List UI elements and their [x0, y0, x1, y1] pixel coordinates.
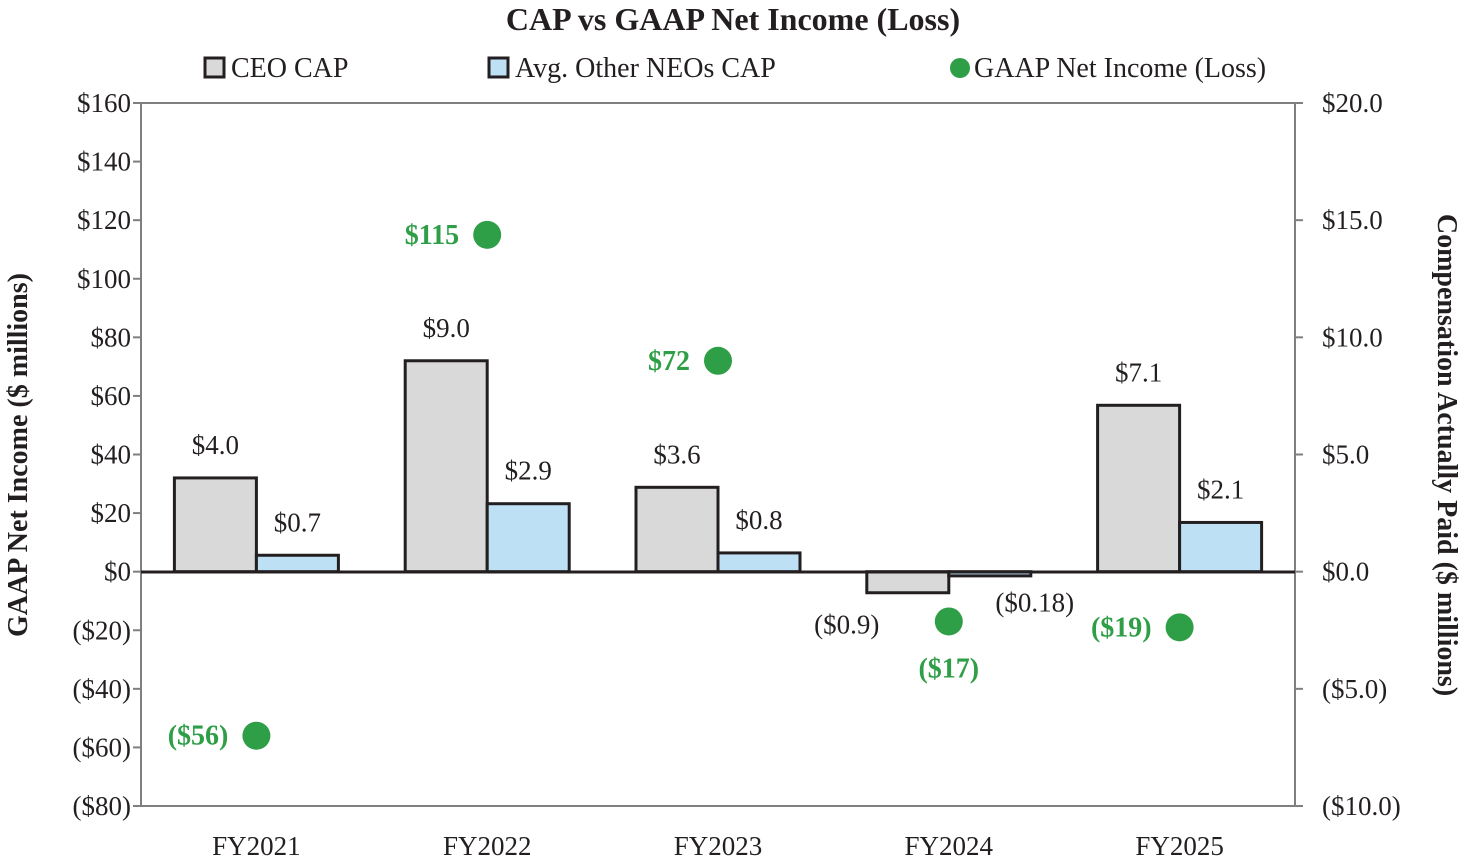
- bar-label-ceo-cap: $9.0: [423, 313, 470, 343]
- x-tick-label: FY2023: [674, 831, 763, 861]
- bars: [172, 359, 1264, 595]
- x-tick-label: FY2021: [212, 831, 301, 861]
- legend-swatch-neo-cap: [487, 56, 510, 79]
- bar-ceo-cap: [634, 485, 720, 574]
- x-tick-label: FY2025: [1135, 831, 1224, 861]
- bar-label-neo-cap: ($0.18): [995, 588, 1074, 618]
- x-tick-label: FY2022: [443, 831, 532, 861]
- point-label-net-income: $115: [405, 220, 459, 251]
- right-tick-label: $5.0: [1322, 440, 1369, 470]
- legend: CEO CAP Avg. Other NEOs CAP GAAP Net Inc…: [203, 53, 1266, 84]
- legend-label-neo-cap: Avg. Other NEOs CAP: [515, 53, 776, 84]
- bar-ceo-cap: [1096, 403, 1182, 574]
- point-label-net-income: ($17): [918, 653, 979, 684]
- left-tick-label: ($60): [73, 732, 131, 762]
- point-label-net-income: ($19): [1091, 612, 1152, 643]
- left-tick-label: $40: [91, 440, 132, 470]
- left-axis-title: GAAP Net Income ($ millions): [3, 273, 34, 637]
- bar-label-ceo-cap: ($0.9): [814, 610, 879, 640]
- left-tick-label: $0: [104, 557, 131, 587]
- x-tick-label: FY2024: [905, 831, 994, 861]
- bar-label-neo-cap: $0.7: [274, 507, 321, 537]
- bar-neo-cap: [485, 502, 571, 574]
- bar-label-neo-cap: $0.8: [735, 505, 782, 535]
- point-label-net-income: $72: [648, 346, 690, 377]
- legend-swatch-ceo-cap: [203, 56, 226, 79]
- left-axis: $160 $140 $120 $100 $80 $60 $40 $20 $0 ($20) ($40)…: [73, 88, 141, 821]
- right-axis-title: Compensation Actually Paid ($ millions): [1431, 214, 1462, 696]
- left-tick-label: $100: [77, 264, 131, 294]
- right-tick-label: $20.0: [1322, 88, 1383, 118]
- bar-label-ceo-cap: $7.1: [1115, 357, 1162, 387]
- x-axis: FY2021 FY2022 FY2023 FY2024 FY2025: [212, 831, 1224, 861]
- bar-label-ceo-cap: $4.0: [192, 430, 239, 460]
- left-tick-label: $80: [91, 322, 132, 352]
- legend-label-ceo-cap: CEO CAP: [231, 53, 348, 84]
- bar-ceo-cap: [403, 359, 489, 574]
- left-tick-label: $160: [77, 88, 131, 118]
- point-net-income: [1165, 613, 1194, 642]
- chart-title: CAP vs GAAP Net Income (Loss): [506, 1, 960, 37]
- point-net-income: [242, 721, 271, 750]
- bar-neo-cap: [254, 553, 340, 574]
- left-tick-label: $140: [77, 147, 131, 177]
- point-net-income: [473, 220, 502, 249]
- legend-marker-net-income: [950, 58, 970, 78]
- left-tick-label: ($80): [73, 791, 131, 821]
- bar-ceo-cap: [172, 476, 258, 574]
- left-tick-label: $20: [91, 498, 132, 528]
- left-tick-label: $60: [91, 381, 132, 411]
- point-label-net-income: ($56): [168, 721, 229, 752]
- legend-label-net-income: GAAP Net Income (Loss): [974, 53, 1266, 84]
- left-tick-label: ($40): [73, 674, 131, 704]
- right-tick-label: $10.0: [1322, 322, 1383, 352]
- bar-label-neo-cap: $2.1: [1197, 474, 1244, 504]
- net-income-points: ($56) $115 $72 ($17) ($19): [168, 220, 1194, 752]
- left-tick-label: ($20): [73, 615, 131, 645]
- point-net-income: [934, 607, 963, 636]
- right-tick-label: ($5.0): [1322, 674, 1387, 704]
- bar-neo-cap: [716, 551, 802, 574]
- bar-neo-cap: [1178, 520, 1264, 574]
- bar-label-neo-cap: $2.9: [505, 456, 552, 486]
- bar-ceo-cap: [865, 570, 951, 595]
- bar-labels: $4.0 $9.0 $3.6 ($0.9) $7.1 $0.7 $2.9 $0.8 ($0.18…: [192, 313, 1244, 640]
- left-tick-label: $120: [77, 205, 131, 235]
- right-tick-label: $0.0: [1322, 557, 1369, 587]
- bar-label-ceo-cap: $3.6: [653, 439, 700, 469]
- right-tick-label: $15.0: [1322, 205, 1383, 235]
- right-tick-label: ($10.0): [1322, 791, 1401, 821]
- right-axis: $20.0 $15.0 $10.0 $5.0 $0.0 ($5.0) ($10.0): [1295, 88, 1401, 821]
- point-net-income: [704, 346, 732, 375]
